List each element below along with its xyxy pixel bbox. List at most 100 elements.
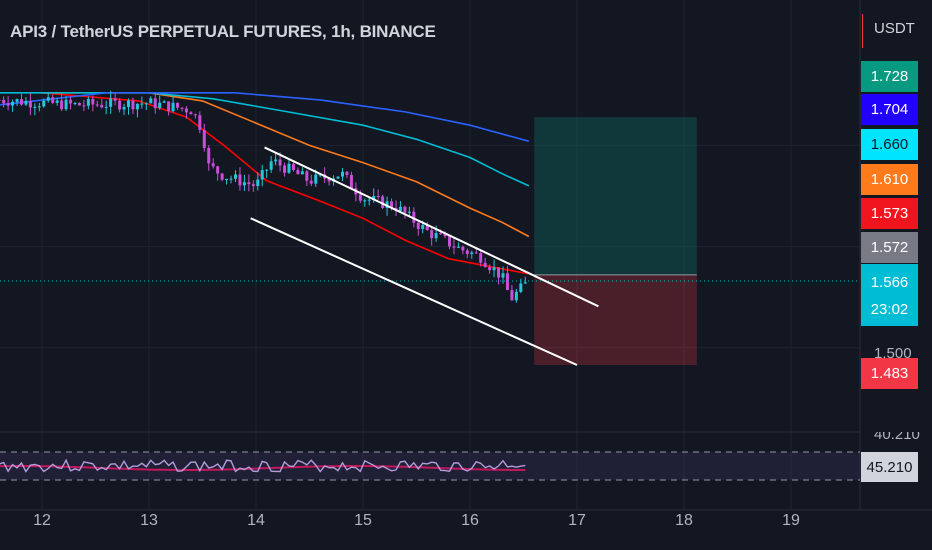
candle-body	[497, 267, 501, 278]
candle-body	[242, 182, 246, 186]
candle-body	[492, 267, 496, 271]
candle-body	[425, 224, 429, 231]
candle-body	[452, 246, 456, 248]
channel-lines[interactable]	[250, 146, 599, 366]
candle-body	[381, 196, 385, 208]
candle-body	[336, 176, 340, 179]
candle-body	[283, 165, 287, 173]
candle-body	[109, 98, 113, 107]
x-tick-label: 14	[247, 512, 265, 529]
candle-body	[305, 171, 309, 181]
candle-body	[447, 236, 451, 247]
candle-body	[193, 114, 197, 116]
candle-body	[510, 290, 514, 301]
x-tick-label: 16	[461, 512, 479, 529]
candle-body	[42, 100, 46, 107]
candle-body	[28, 100, 32, 108]
channel-lower	[250, 217, 578, 366]
candle-body	[131, 100, 135, 110]
candle-body	[167, 101, 171, 112]
candle-body	[309, 180, 313, 184]
countdown: 23:02	[870, 301, 909, 318]
candle-body	[390, 201, 394, 208]
candle-body	[144, 103, 148, 105]
candle-body	[180, 107, 184, 109]
y-tick-partial: 1.500	[874, 345, 912, 362]
candle-body	[358, 194, 362, 201]
candle-body	[349, 174, 353, 189]
candle-body	[327, 178, 331, 182]
candle-body	[488, 266, 492, 271]
channel-upper	[264, 146, 599, 308]
candle-body	[269, 161, 273, 170]
rsi-line	[0, 458, 526, 473]
price-label-ma-blue: 1.704	[861, 94, 918, 125]
position-tool[interactable]	[0, 117, 860, 365]
chart-title: API3 / TetherUS PERPETUAL FUTURES, 1h, B…	[10, 22, 436, 41]
candle-body	[113, 98, 117, 101]
candle-body	[82, 105, 86, 107]
candle-body	[60, 100, 64, 110]
candle-body	[416, 222, 420, 229]
candle-body	[403, 206, 407, 213]
candle-body	[46, 97, 50, 101]
candle-body	[122, 107, 126, 110]
candle-body	[225, 178, 229, 180]
candle-body	[505, 273, 509, 291]
candle-body	[443, 234, 447, 237]
candle-body	[37, 106, 41, 108]
candle-body	[372, 196, 376, 200]
candle-body	[278, 159, 282, 166]
candle-body	[260, 170, 264, 180]
candle-body	[158, 102, 162, 109]
candle-body	[470, 252, 474, 254]
candle-body	[153, 98, 157, 109]
x-tick-label: 18	[675, 512, 693, 529]
candle-body	[300, 171, 304, 175]
candle-body	[421, 224, 425, 229]
candle-body	[64, 99, 68, 110]
ma-line-3	[0, 92, 530, 143]
candle-body	[514, 291, 518, 301]
currency-label[interactable]: USDT	[874, 20, 915, 37]
candle-body	[430, 230, 434, 239]
last-price-value: 1.566	[870, 274, 909, 291]
candle-body	[247, 182, 251, 185]
candle-body	[238, 174, 242, 186]
candle-body	[483, 262, 487, 267]
candle-body	[149, 98, 153, 104]
rsi-value-label: 45.210	[861, 452, 918, 482]
profit-zone	[534, 117, 697, 275]
candle-body	[398, 206, 402, 211]
candle-body	[33, 106, 37, 108]
x-tick-label: 12	[33, 512, 51, 529]
candle-body	[211, 163, 215, 167]
candle-body	[104, 106, 108, 108]
candle-body	[189, 112, 193, 115]
candle-body	[291, 163, 295, 170]
candle-body	[176, 102, 180, 108]
candle-body	[367, 199, 371, 201]
candle-body	[519, 283, 523, 292]
candle-body	[376, 196, 380, 198]
candle-body	[296, 169, 300, 175]
candle-body	[11, 101, 15, 106]
candle-body	[91, 98, 95, 105]
candle-body	[314, 174, 318, 184]
last-price-label: 1.566 23:02	[861, 264, 918, 326]
candle-body	[6, 103, 10, 106]
x-tick-label: 13	[140, 512, 158, 529]
price-label-ma-orange: 1.610	[861, 164, 918, 195]
candle-body	[229, 178, 233, 180]
price-label-entry: 1.572	[861, 232, 918, 263]
candle-body	[287, 163, 291, 173]
candle-body	[126, 100, 130, 108]
candle-body	[251, 184, 255, 187]
candle-body	[407, 211, 411, 213]
candle-body	[24, 100, 28, 105]
candle-body	[434, 233, 438, 239]
ma-line-1	[42, 92, 530, 238]
candle-body	[265, 169, 269, 171]
